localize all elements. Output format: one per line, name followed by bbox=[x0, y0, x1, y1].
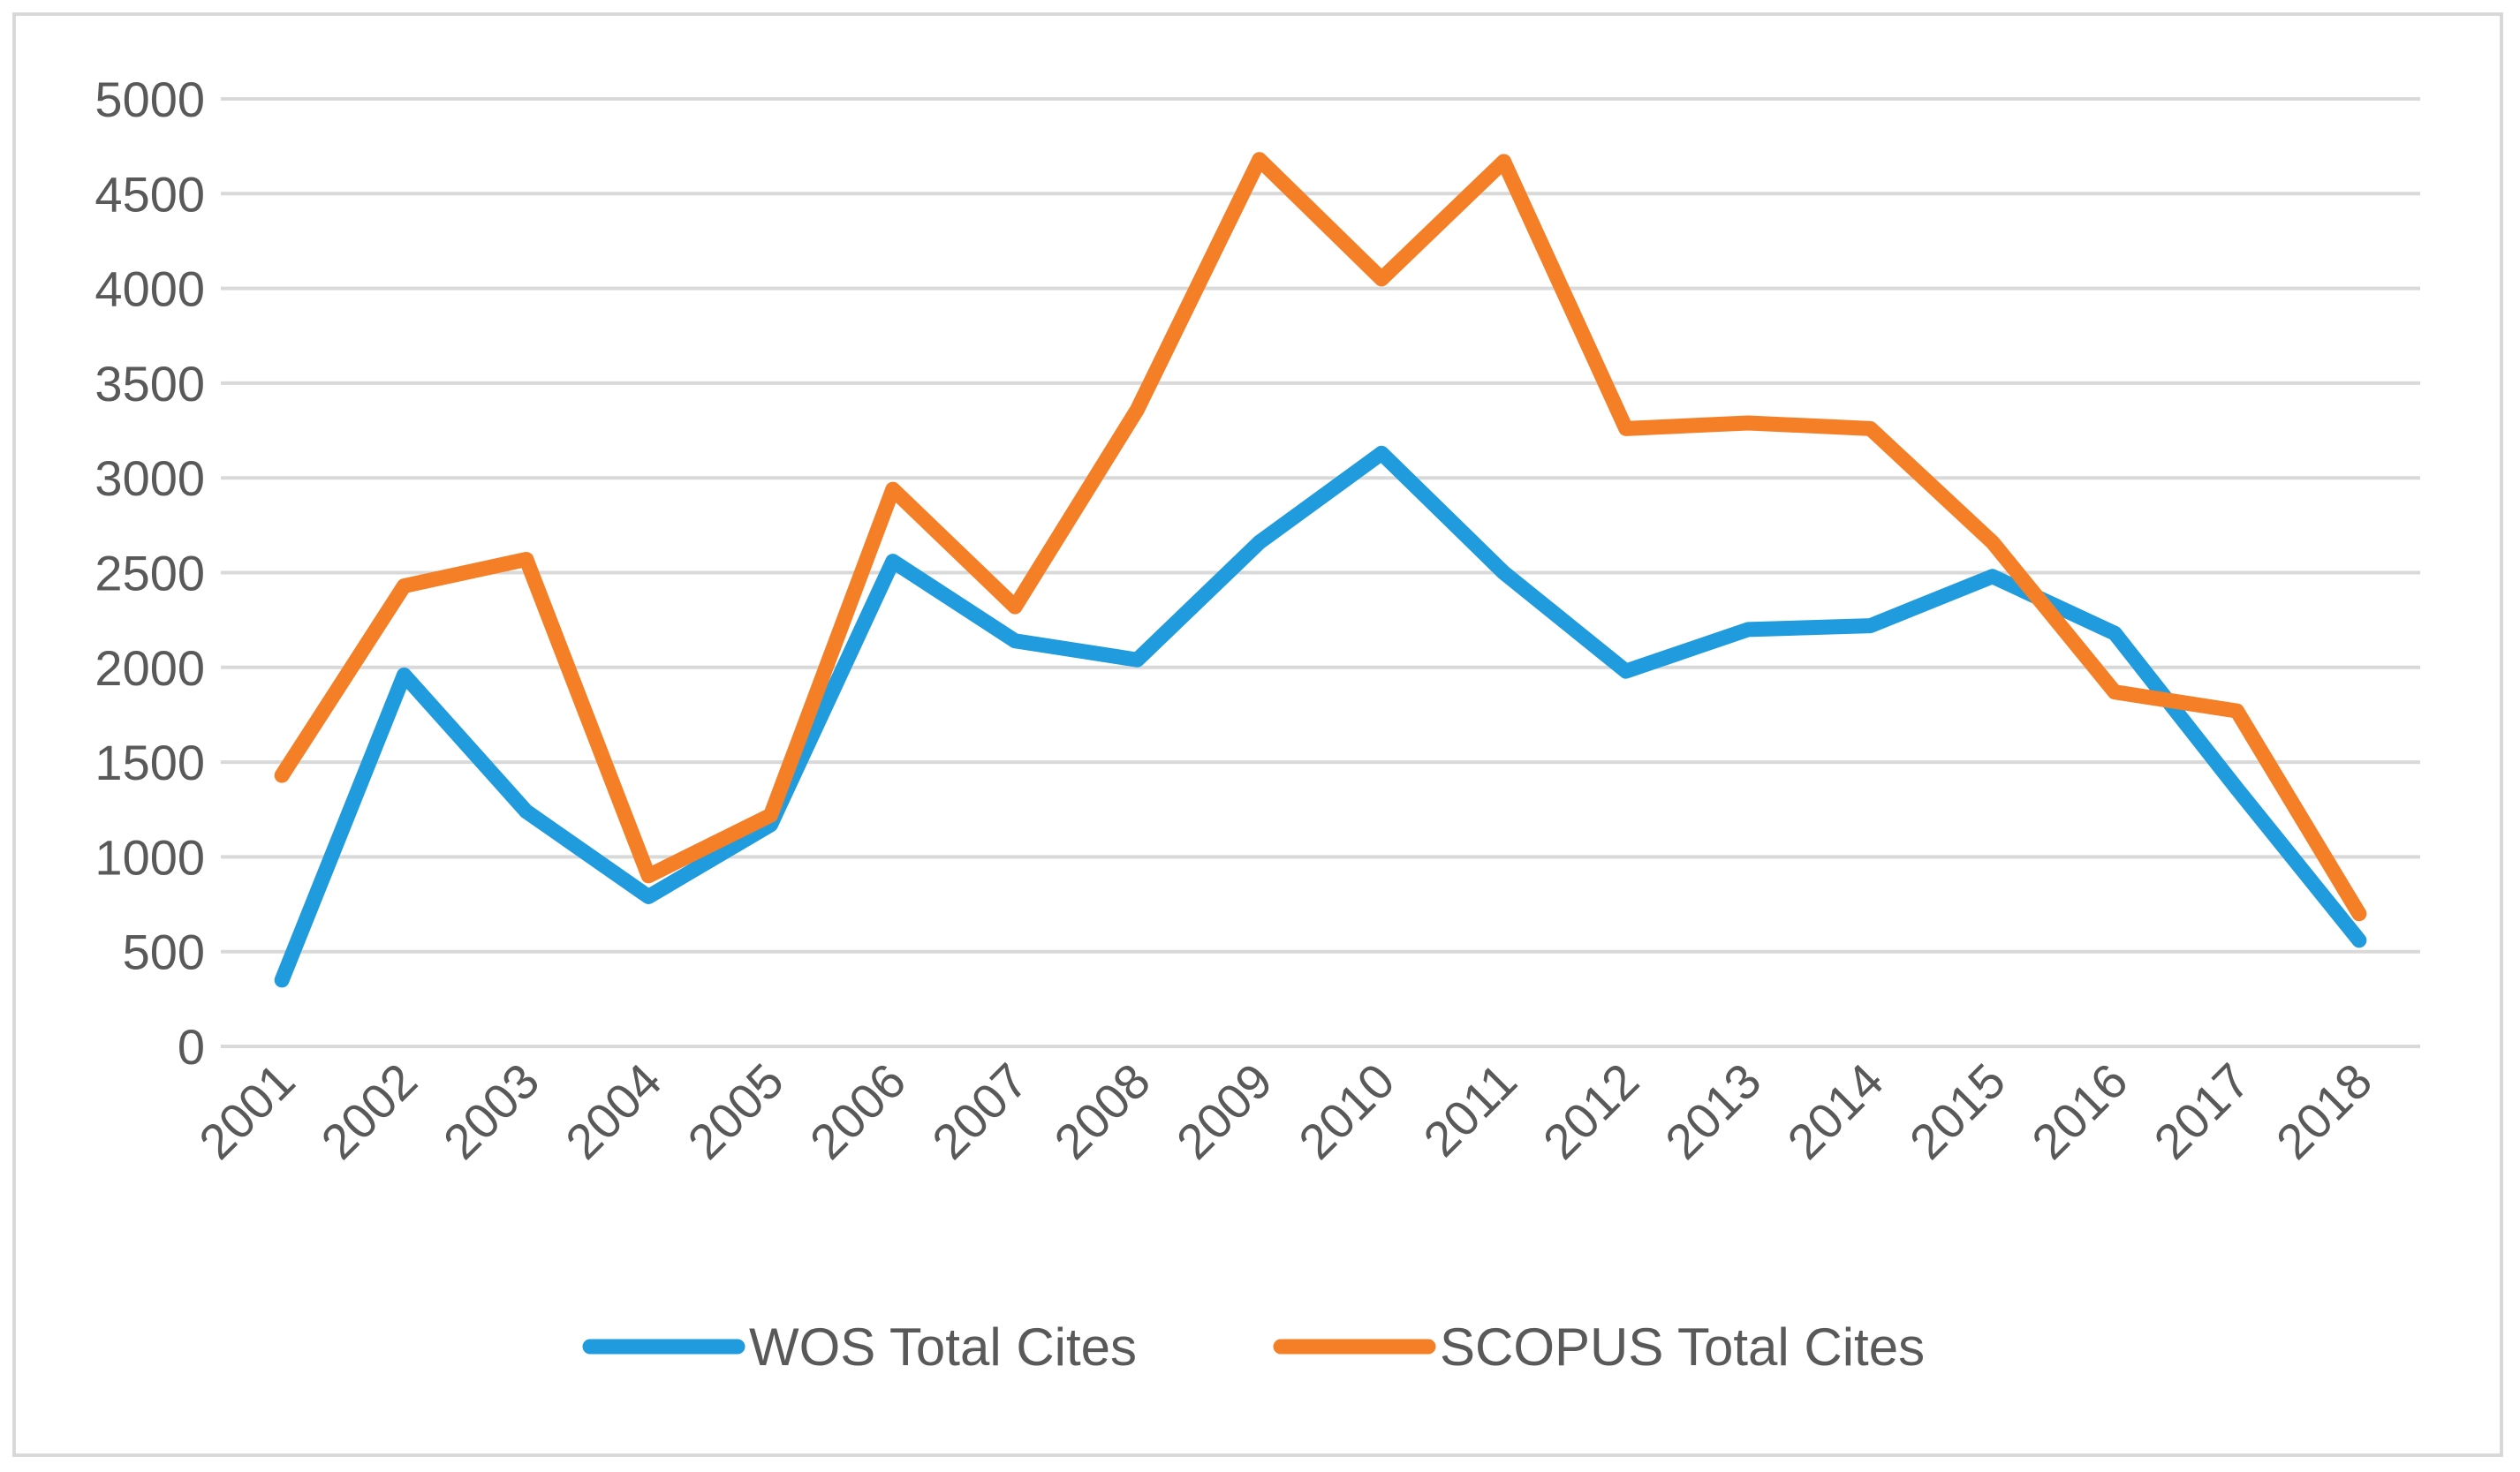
series-lines bbox=[274, 152, 2367, 988]
y-axis-tick-labels: 0 500 1000 1500 2000 2500 3000 3500 4000 4500 5000 bbox=[95, 72, 205, 1075]
x-tick-label: 2005 bbox=[677, 1053, 794, 1170]
x-tick-label: 2018 bbox=[2266, 1053, 2383, 1170]
x-tick-label: 2002 bbox=[310, 1053, 428, 1170]
y-tick-label: 2500 bbox=[95, 546, 205, 601]
gridlines bbox=[221, 97, 2420, 1048]
x-tick-label: 2011 bbox=[1412, 1053, 1527, 1167]
y-tick-label: 1000 bbox=[95, 829, 205, 885]
x-tick-label: 2008 bbox=[1043, 1053, 1161, 1170]
x-tick-label: 2016 bbox=[2021, 1053, 2138, 1170]
x-tick-label: 2010 bbox=[1288, 1053, 1405, 1170]
x-tick-label: 2017 bbox=[2143, 1053, 2260, 1170]
legend: WOS Total Cites SCOPUS Total Cites bbox=[582, 1317, 1925, 1377]
y-tick-label: 4500 bbox=[95, 166, 205, 222]
y-tick-label: 3500 bbox=[95, 356, 205, 411]
x-tick-label: 2006 bbox=[799, 1053, 917, 1170]
y-tick-label: 5000 bbox=[95, 72, 205, 127]
series-line-scopus bbox=[274, 152, 2367, 922]
x-axis-tick-labels: 2001 2002 2003 2004 2005 2006 2007 2008 2009 2010… bbox=[188, 1053, 2382, 1170]
y-tick-label: 4000 bbox=[95, 261, 205, 317]
x-tick-label: 2015 bbox=[1899, 1053, 2017, 1170]
x-tick-label: 2001 bbox=[188, 1053, 306, 1170]
legend-label: WOS Total Cites bbox=[749, 1317, 1137, 1377]
y-tick-label: 1500 bbox=[95, 735, 205, 790]
x-tick-label: 2012 bbox=[1532, 1053, 1650, 1170]
y-tick-label: 3000 bbox=[95, 450, 205, 506]
chart-frame bbox=[12, 12, 2503, 1457]
y-tick-label: 2000 bbox=[95, 640, 205, 696]
x-tick-label: 2009 bbox=[1166, 1053, 1283, 1170]
x-tick-label: 2014 bbox=[1776, 1053, 1894, 1170]
y-tick-label: 500 bbox=[123, 925, 205, 980]
legend-label: SCOPUS Total Cites bbox=[1440, 1317, 1925, 1377]
x-tick-label: 2013 bbox=[1654, 1053, 1772, 1170]
x-tick-label: 2007 bbox=[921, 1053, 1039, 1170]
x-tick-label: 2004 bbox=[555, 1053, 672, 1170]
x-tick-label: 2003 bbox=[433, 1053, 550, 1170]
series-line-wos bbox=[274, 445, 2367, 988]
y-tick-label: 0 bbox=[178, 1019, 205, 1075]
